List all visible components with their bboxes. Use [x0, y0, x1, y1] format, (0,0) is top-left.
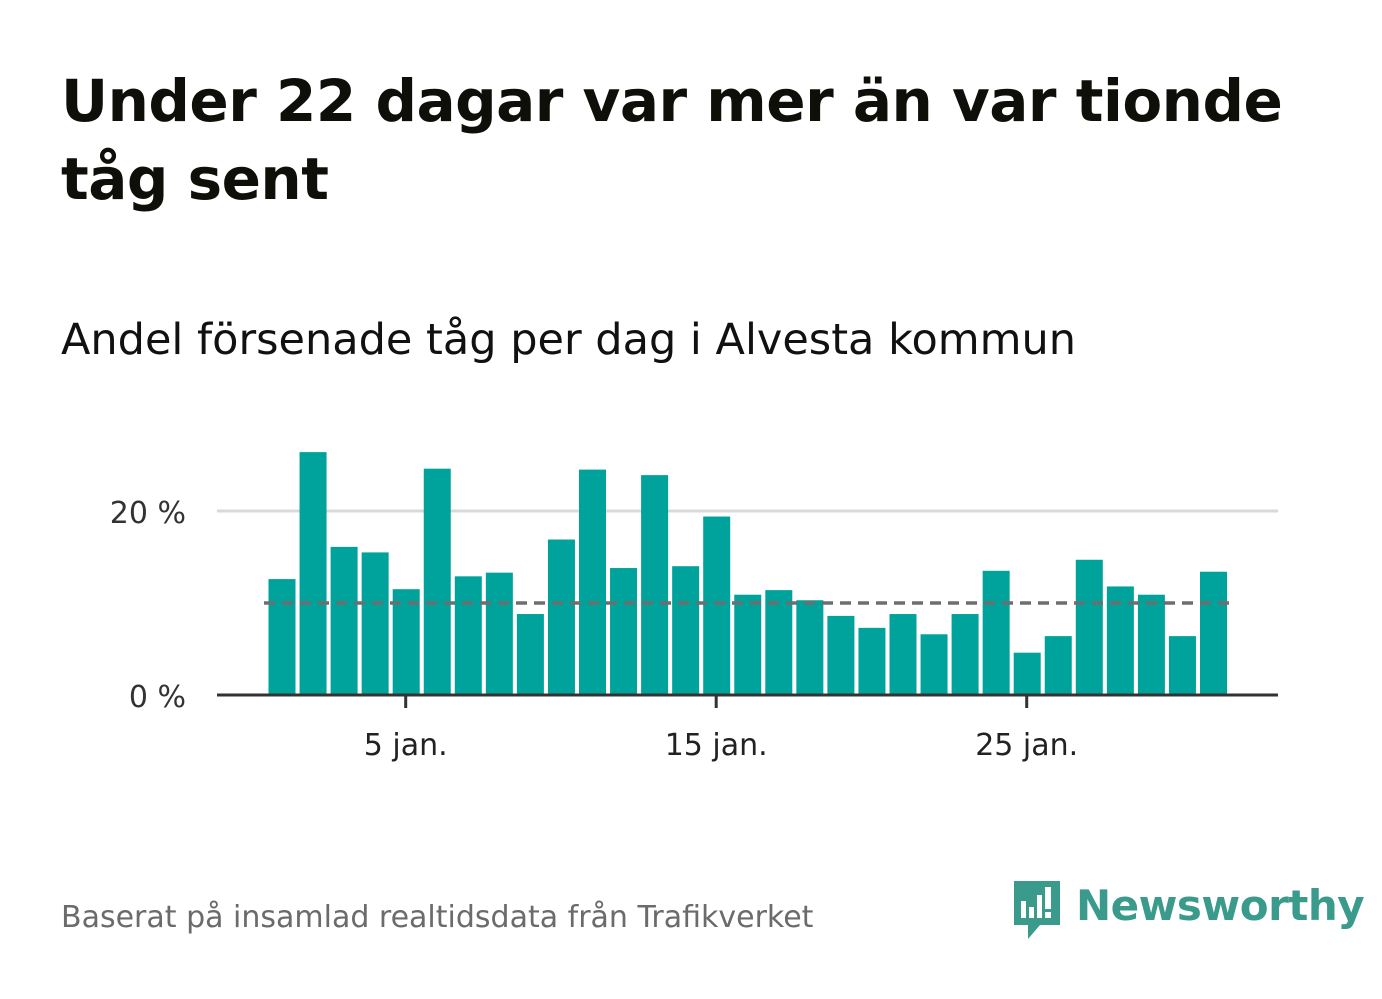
bar-chart: 0 % 20 % 5 jan. 15 jan. 25 jan.: [110, 452, 1278, 763]
bar: [672, 566, 700, 695]
bar: [1137, 594, 1165, 695]
bar: [361, 552, 389, 695]
brand-name: Newsworthy: [1076, 880, 1365, 930]
x-tick-label: 5 jan.: [364, 728, 448, 763]
bar: [268, 579, 296, 695]
bar: [547, 539, 575, 695]
bar: [485, 572, 513, 695]
axes: 0 % 20 % 5 jan. 15 jan. 25 jan.: [110, 496, 1278, 763]
bar: [641, 475, 669, 695]
bar: [982, 570, 1010, 695]
chart-title: Under 22 dagar var mer än var tionde tåg…: [61, 67, 1283, 213]
bar: [1200, 571, 1227, 695]
bar: [299, 452, 327, 695]
bar: [1168, 636, 1196, 695]
bar: [734, 594, 762, 695]
bar: [765, 590, 793, 695]
x-tick-label: 25 jan.: [975, 728, 1078, 763]
bar: [516, 614, 544, 695]
bar: [392, 589, 420, 695]
bar: [1013, 652, 1041, 695]
bar: [1044, 636, 1072, 695]
bar: [330, 546, 358, 695]
bar: [454, 576, 482, 695]
bar: [858, 627, 886, 695]
bar: [579, 469, 606, 695]
bar: [920, 634, 948, 695]
bar: [827, 615, 855, 695]
bars: [268, 452, 1227, 695]
bar: [703, 516, 731, 695]
y-tick-label: 0 %: [129, 680, 186, 715]
bar: [610, 568, 638, 695]
y-tick-label: 20 %: [110, 496, 186, 531]
newsworthy-logo-icon: [1014, 881, 1060, 939]
bar: [423, 468, 451, 695]
bar: [889, 614, 917, 695]
chart-subtitle: Andel försenade tåg per dag i Alvesta ko…: [61, 315, 1077, 365]
source-note: Baserat på insamlad realtidsdata från Tr…: [61, 900, 814, 935]
bar: [1075, 559, 1103, 695]
brand-logo: Newsworthy: [1012, 880, 1365, 942]
bar: [796, 600, 824, 695]
bar: [951, 614, 979, 695]
x-tick-label: 15 jan.: [665, 728, 768, 763]
